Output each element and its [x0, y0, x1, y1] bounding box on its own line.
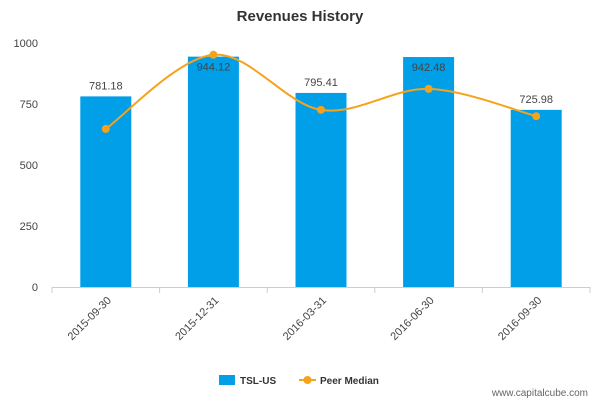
x-tick-label: 2015-09-30: [66, 295, 114, 343]
x-tick-label: 2016-03-31: [281, 295, 329, 343]
chart-title: Revenues History: [237, 8, 364, 25]
bar: [403, 57, 455, 287]
x-tick-label: 2015-12-31: [173, 295, 221, 343]
peer-median-point: [209, 50, 218, 59]
y-tick-label: 0: [32, 282, 38, 294]
legend[interactable]: TSL-US Peer Median: [219, 375, 379, 387]
watermark-text: www.capitalcube.com: [491, 388, 588, 399]
y-tick-label: 750: [20, 99, 38, 111]
y-tick-label: 1000: [14, 38, 38, 50]
y-axis-ticks: 0 250 500 750 1000: [14, 38, 38, 294]
bar: [295, 92, 347, 288]
x-tick-label: 2016-06-30: [388, 295, 436, 343]
bar-data-labels: 781.18 944.12 795.41 942.48 725.98: [89, 62, 553, 106]
peer-median-point: [424, 84, 433, 93]
bar-data-label: 781.18: [89, 80, 123, 92]
bars-series: [80, 56, 562, 288]
peer-median-point: [532, 112, 541, 121]
bar-data-label: 942.48: [412, 62, 446, 74]
legend-label-tsl-us: TSL-US: [240, 376, 276, 387]
x-tick-label: 2016-09-30: [496, 295, 544, 343]
bar: [187, 56, 239, 287]
bar-data-label: 795.41: [304, 77, 338, 89]
peer-median-point: [317, 105, 325, 114]
peer-median-series: [101, 50, 541, 133]
legend-label-peer-median: Peer Median: [320, 376, 379, 387]
x-axis: 2015-09-30 2015-12-31 2016-03-31 2016-06-30…: [51, 287, 591, 343]
legend-swatch-peer-median-marker: [303, 376, 312, 384]
bar-data-label: 944.12: [197, 62, 231, 74]
bar-data-label: 725.98: [519, 94, 553, 106]
bar: [510, 109, 562, 288]
y-tick-label: 250: [20, 221, 38, 233]
y-tick-label: 500: [20, 160, 38, 172]
peer-median-point: [101, 124, 110, 133]
legend-swatch-tsl-us: [219, 375, 235, 385]
